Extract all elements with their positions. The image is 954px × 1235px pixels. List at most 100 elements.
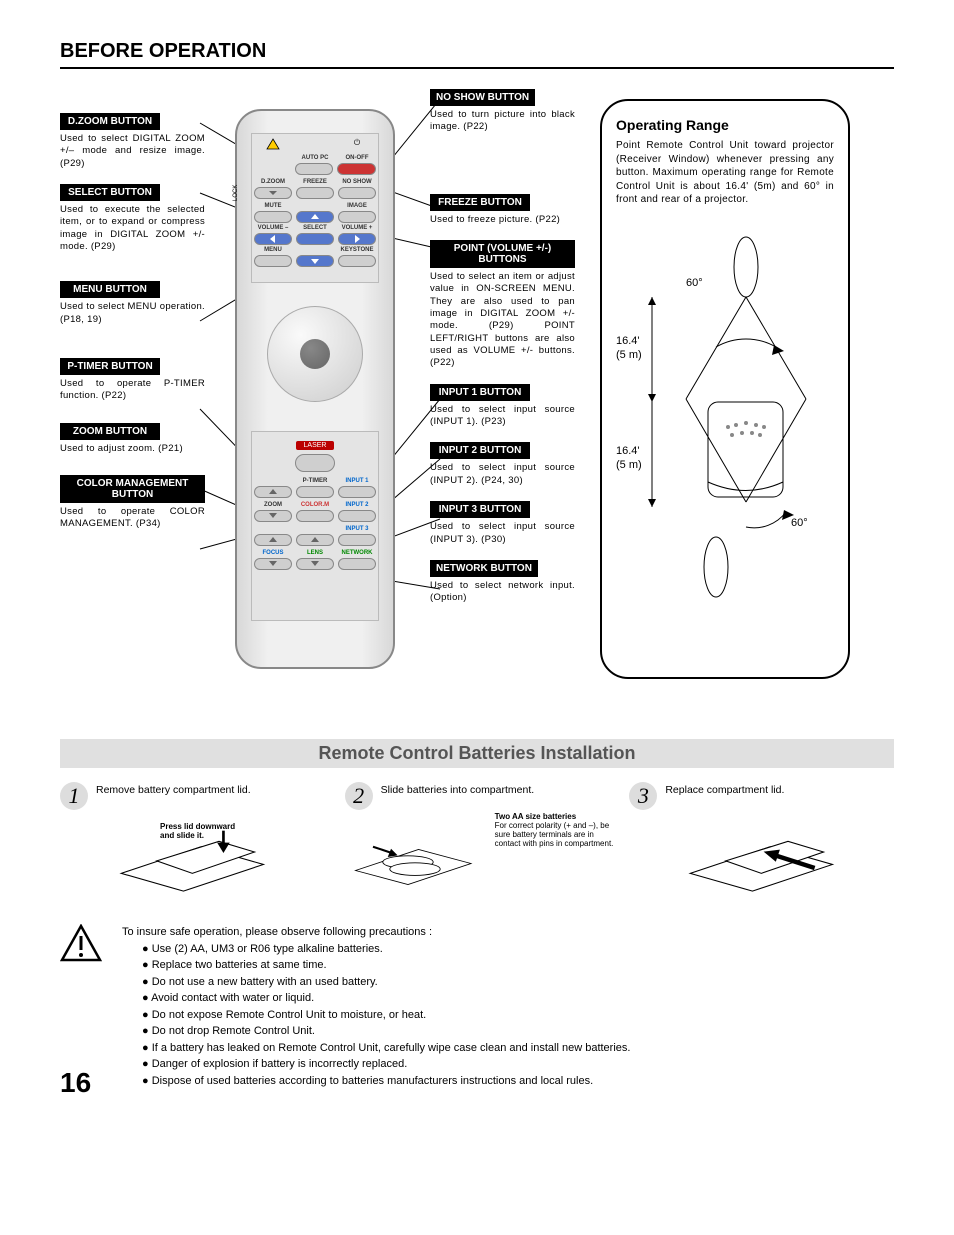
rc-laser-label: LASER	[296, 441, 335, 450]
callout-body: Used to select input source (INPUT 1). (…	[430, 404, 575, 429]
rc-input2-btn	[338, 510, 376, 522]
callout-body: Used to select DIGITAL ZOOM +/– mode and…	[60, 133, 205, 170]
rc-keystone-btn	[338, 255, 376, 267]
callout-body: Used to select an item or adjust value i…	[430, 271, 575, 370]
precautions-intro: To insure safe operation, please observe…	[122, 924, 630, 941]
precaution-item: If a battery has leaked on Remote Contro…	[142, 1040, 630, 1057]
callout-body: Used to freeze picture. (P22)	[430, 214, 575, 226]
rc-right-btn	[338, 233, 376, 245]
rc-onoff-label: ON-OFF	[338, 155, 376, 161]
callout-title: P-TIMER BUTTON	[60, 358, 160, 375]
precautions: To insure safe operation, please observe…	[60, 924, 894, 1089]
dist2a: 16.4'	[616, 445, 640, 457]
rc-focusdn-btn	[254, 558, 292, 570]
step1-note: Press lid downward and slide it.	[160, 822, 250, 840]
callout-title: COLOR MANAGEMENT BUTTON	[60, 475, 205, 503]
warning-icon	[60, 924, 102, 1089]
step-num-1: 1	[60, 782, 88, 810]
rc-input3-btn	[338, 534, 376, 546]
rc-onoff-btn	[337, 163, 376, 175]
step-1: 1 Remove battery compartment lid. Press …	[60, 782, 325, 900]
callout-title: INPUT 2 BUTTON	[430, 442, 530, 459]
rc-image-label: IMAGE	[338, 203, 376, 209]
dist1a: 16.4'	[616, 335, 640, 347]
callout-input3: INPUT 3 BUTTON Used to select input sour…	[430, 501, 575, 546]
rc-menu-btn	[254, 255, 292, 267]
step2-img	[345, 820, 485, 900]
rc-input3-label: INPUT 3	[338, 526, 376, 532]
callout-title: D.ZOOM BUTTON	[60, 113, 160, 130]
precaution-item: Use (2) AA, UM3 or R06 type alkaline bat…	[142, 941, 630, 958]
rc-up-btn	[296, 211, 334, 223]
warning-icon	[266, 138, 280, 150]
rc-input1-btn	[338, 486, 376, 498]
battery-steps: 1 Remove battery compartment lid. Press …	[60, 782, 894, 900]
section-header: BEFORE OPERATION	[60, 40, 894, 69]
step2-note: For correct polarity (+ and –), be sure …	[495, 821, 615, 848]
callout-title: NO SHOW BUTTON	[430, 89, 535, 106]
callout-body: Used to select network input. (Option)	[430, 580, 575, 605]
page: BEFORE OPERATION D.ZOOM BUTTON Used to s…	[0, 0, 954, 1109]
callout-body: Used to operate P-TIMER function. (P22)	[60, 378, 205, 403]
callout-point: POINT (VOLUME +/-) BUTTONS Used to selec…	[430, 240, 575, 370]
callout-body: Used to execute the selected item, or to…	[60, 204, 205, 253]
callout-body: Used to select input source (INPUT 2). (…	[430, 462, 575, 487]
angle-top: 60°	[686, 277, 703, 289]
rc-select-btn	[296, 233, 334, 245]
rc-volp-label: VOLUME +	[338, 225, 376, 231]
rc-freeze-btn	[296, 187, 334, 199]
precautions-body: To insure safe operation, please observe…	[122, 924, 630, 1089]
callout-body: Used to select MENU operation. (P18, 19)	[60, 301, 205, 326]
callout-menu: MENU BUTTON Used to select MENU operatio…	[60, 281, 205, 326]
rc-lens-label: LENS	[296, 550, 334, 556]
rc-down-btn	[296, 255, 334, 267]
left-callouts: D.ZOOM BUTTON Used to select DIGITAL ZOO…	[60, 99, 205, 545]
dist1b: (5 m)	[616, 349, 642, 361]
page-number: 16	[60, 1067, 91, 1099]
precaution-item: Dispose of used batteries according to b…	[142, 1073, 630, 1090]
range-svg	[616, 227, 836, 607]
battery-section: Remote Control Batteries Installation 1 …	[60, 739, 894, 1089]
callout-ptimer: P-TIMER BUTTON Used to operate P-TIMER f…	[60, 358, 205, 403]
rc-left-btn	[254, 233, 292, 245]
rc-laser-btn	[295, 454, 335, 472]
step-2: 2 Slide batteries into compartment. Two …	[345, 782, 610, 900]
rc-focusup-btn	[254, 534, 292, 546]
callout-title: SELECT BUTTON	[60, 184, 160, 201]
rc-menu-label: MENU	[254, 247, 292, 253]
rc-noshow-btn	[338, 187, 376, 199]
battery-heading: Remote Control Batteries Installation	[60, 739, 894, 768]
rc-ptimer-btn	[296, 486, 334, 498]
rc-focus-label: FOCUS	[254, 550, 292, 556]
rc-input2-label: INPUT 2	[338, 502, 376, 508]
callout-dzoom: D.ZOOM BUTTON Used to select DIGITAL ZOO…	[60, 113, 205, 170]
operating-range-body: Point Remote Control Unit toward project…	[616, 139, 834, 207]
right-callouts: NO SHOW BUTTON Used to turn picture into…	[430, 99, 575, 619]
rc-keystone-label: KEYSTONE	[338, 247, 376, 253]
callout-title: INPUT 1 BUTTON	[430, 384, 530, 401]
dist2b: (5 m)	[616, 459, 642, 471]
operating-range-box: Operating Range Point Remote Control Uni…	[600, 99, 850, 679]
precaution-item: Do not drop Remote Control Unit.	[142, 1023, 630, 1040]
remote-lower-panel: LASER P-TIMER INPUT 1 ZOOM COLOR.M INPUT…	[251, 431, 379, 621]
step-num-2: 2	[345, 782, 373, 810]
callout-colorm: COLOR MANAGEMENT BUTTON Used to operate …	[60, 475, 205, 531]
precautions-list: Use (2) AA, UM3 or R06 type alkaline bat…	[122, 941, 630, 1090]
callout-body: Used to turn picture into black image. (…	[430, 109, 575, 134]
precaution-item: Avoid contact with water or liquid.	[142, 990, 630, 1007]
precaution-item: Do not use a new battery with an used ba…	[142, 974, 630, 991]
operating-range-diagram: 60° 16.4' (5 m) 16.4' (5 m) 60°	[616, 227, 834, 607]
step3-img	[629, 820, 894, 900]
rc-colorm-label: COLOR.M	[296, 502, 334, 508]
rc-zoomup-btn	[254, 486, 292, 498]
callout-input2: INPUT 2 BUTTON Used to select input sour…	[430, 442, 575, 487]
angle-bottom: 60°	[791, 517, 808, 529]
rc-network-btn	[338, 558, 376, 570]
step-text-1: Remove battery compartment lid.	[96, 782, 251, 798]
rc-dzoom-label: D.ZOOM	[254, 179, 292, 185]
callout-title: FREEZE BUTTON	[430, 194, 530, 211]
precaution-item: Danger of explosion if battery is incorr…	[142, 1056, 630, 1073]
rc-noshow-label: NO SHOW	[338, 179, 376, 185]
step2-note-title: Two AA size batteries	[495, 812, 615, 821]
rc-network-label: NETWORK	[338, 550, 376, 556]
